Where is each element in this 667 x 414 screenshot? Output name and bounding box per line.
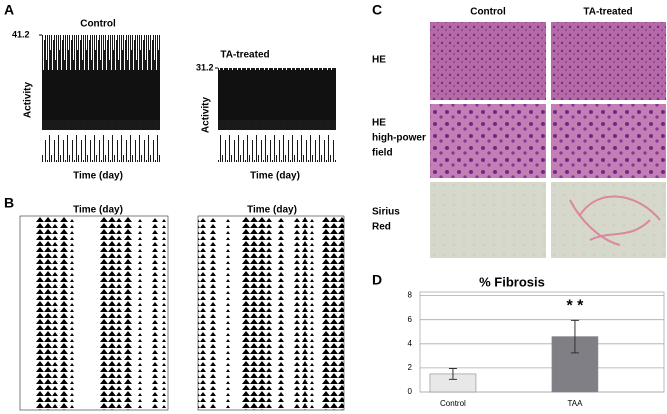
chart-title: Control [80,19,116,30]
x-axis-label: Time (day) [73,171,123,182]
histology-image [551,182,666,258]
chart-title: TA-treated [220,50,269,61]
panel-label: C [372,2,382,18]
chart-title: % Fibrosis [479,274,545,289]
actogram [19,215,169,411]
histology-image [551,104,666,178]
error-bar [570,319,579,354]
panel-label: D [372,272,382,288]
x-axis-label: Time (day) [73,205,123,216]
fibrosis-strand [569,195,661,246]
column-header: Control [470,7,506,18]
activity-trace [218,68,336,162]
y-axis-label: Activity [23,82,34,119]
x-tick-label: TAA [567,399,583,408]
y-axis-label: Activity [201,97,212,134]
y-tick-label: 0 [408,387,413,396]
row-label: HE [372,55,386,66]
row-label: field [372,148,393,159]
row-label: high-power [372,133,426,144]
row-label: Red [372,222,391,233]
activity-trace [42,35,160,162]
y-tick-label: 31.2 [196,62,214,72]
histology-image [430,22,546,100]
y-tick-label: 8 [408,291,413,300]
error-bar [448,368,457,380]
y-tick-label: 4 [408,339,413,348]
y-tick-label: 6 [408,315,413,324]
annotation: * * [566,298,584,315]
x-tick-label: Control [440,399,466,408]
column-header: TA-treated [583,7,632,18]
row-label: Sirius [372,207,400,218]
panel-label: A [4,2,14,18]
y-tick-label: 41.2 [12,29,30,39]
actogram [197,215,345,411]
histology-image [430,104,546,178]
y-tick-label: 2 [408,363,413,372]
row-label: HE [372,118,386,129]
x-axis-label: Time (day) [247,205,297,216]
x-axis-label: Time (day) [250,171,300,182]
histology-image [551,22,666,100]
panel-label: B [4,195,14,211]
histology-image [430,182,546,258]
